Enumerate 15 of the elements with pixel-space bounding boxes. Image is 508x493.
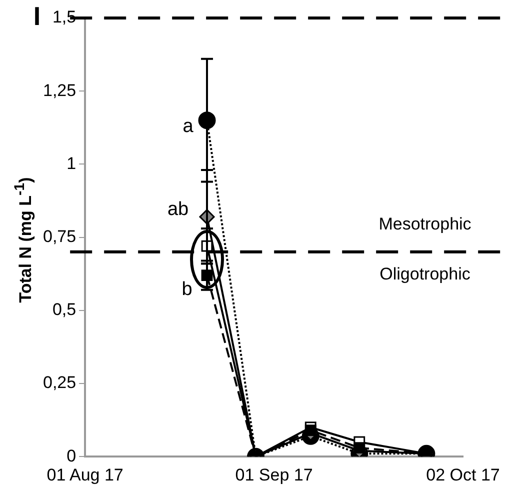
y-tick-label: 1 [66, 154, 76, 173]
y-tick-label: 0,5 [52, 300, 76, 320]
annotation: Mesotrophic [378, 214, 472, 234]
x-tick-label: 01 Sep 17 [235, 465, 313, 484]
y-tick-label: 0,75 [42, 226, 76, 246]
annotation: Oligotrophic [380, 264, 471, 284]
y-tick-label: 1,25 [42, 80, 76, 100]
y-tick-label: 0 [66, 446, 76, 466]
text: I [33, 1, 41, 32]
y-tick-label: 0,25 [42, 373, 76, 392]
annotation: ab [167, 199, 189, 220]
annotation: b [182, 279, 192, 300]
x-tick-label: 01 Aug 17 [46, 465, 124, 484]
x-tick-label: 02 Oct 17 [426, 465, 500, 484]
annotation: a [182, 116, 194, 138]
